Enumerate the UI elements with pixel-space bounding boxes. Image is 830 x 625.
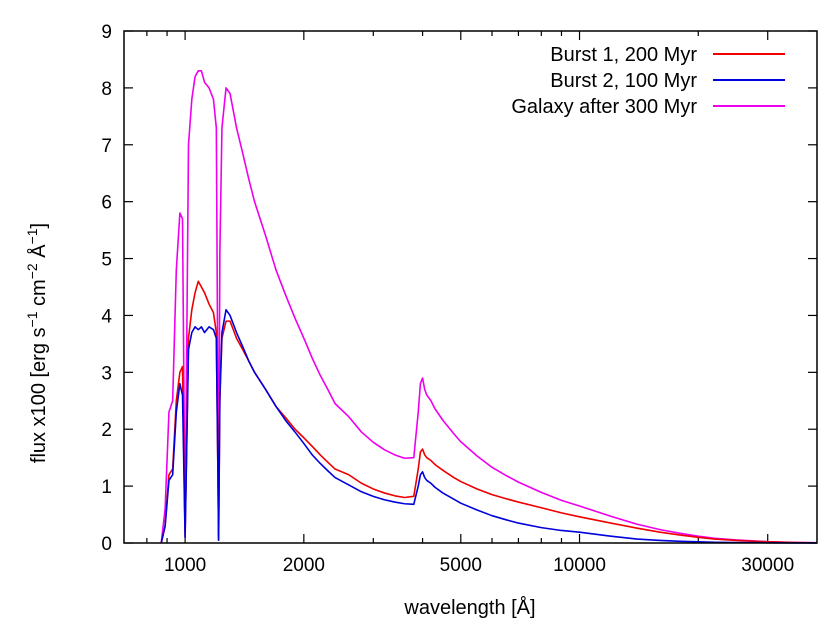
- x-tick-label: 5000: [440, 555, 482, 576]
- plot-frame: [123, 30, 818, 544]
- y-tick-label: 7: [101, 136, 112, 157]
- legend-label: Burst 1, 200 Myr: [550, 44, 697, 66]
- y-tick-label: 3: [101, 363, 112, 384]
- y-axis-label: flux x100 [erg s−1 cm−2 Å−1]: [24, 223, 50, 463]
- x-tick-label: 10000: [553, 555, 606, 576]
- legend-label: Burst 2, 100 Myr: [550, 70, 697, 92]
- x-tick-label: 1000: [164, 555, 206, 576]
- y-axis-label-part: ]: [28, 223, 50, 229]
- y-tick-label: 4: [101, 306, 112, 327]
- axis-ticks: 0 1 2 3 4 5 6 7 8 9 1000 2000 5000 10000 30000: [101, 22, 817, 576]
- series-line-1: [160, 280, 818, 544]
- y-tick-label: 9: [101, 22, 112, 43]
- y-axis-label-part: −1: [24, 311, 40, 327]
- legend-label: Galaxy after 300 Myr: [511, 96, 697, 118]
- y-tick-label: 0: [101, 534, 112, 555]
- series-lines: [160, 70, 818, 544]
- y-axis-label-part: Å: [27, 244, 50, 264]
- y-axis-title: flux x100 [erg s−1 cm−2 Å−1]: [24, 223, 50, 463]
- y-tick-label: 5: [101, 250, 112, 271]
- y-tick-label: 2: [101, 420, 112, 441]
- legend: Burst 1, 200 Myr Burst 2, 100 Myr Galaxy a…: [511, 44, 785, 118]
- y-axis-label-part: cm: [28, 279, 50, 311]
- x-tick-label: 30000: [741, 555, 794, 576]
- y-axis-label-part: flux x100 [erg s: [28, 327, 50, 463]
- y-axis-label-part: −2: [24, 263, 40, 279]
- x-axis-label: wavelength [Å]: [403, 596, 535, 619]
- series-line-3: [160, 70, 818, 544]
- y-tick-label: 8: [101, 79, 112, 100]
- x-tick-label: 2000: [283, 555, 325, 576]
- series-line-2: [160, 308, 818, 544]
- y-tick-label: 6: [101, 193, 112, 214]
- y-axis-label-part: −1: [24, 228, 40, 244]
- y-tick-label: 1: [101, 477, 112, 498]
